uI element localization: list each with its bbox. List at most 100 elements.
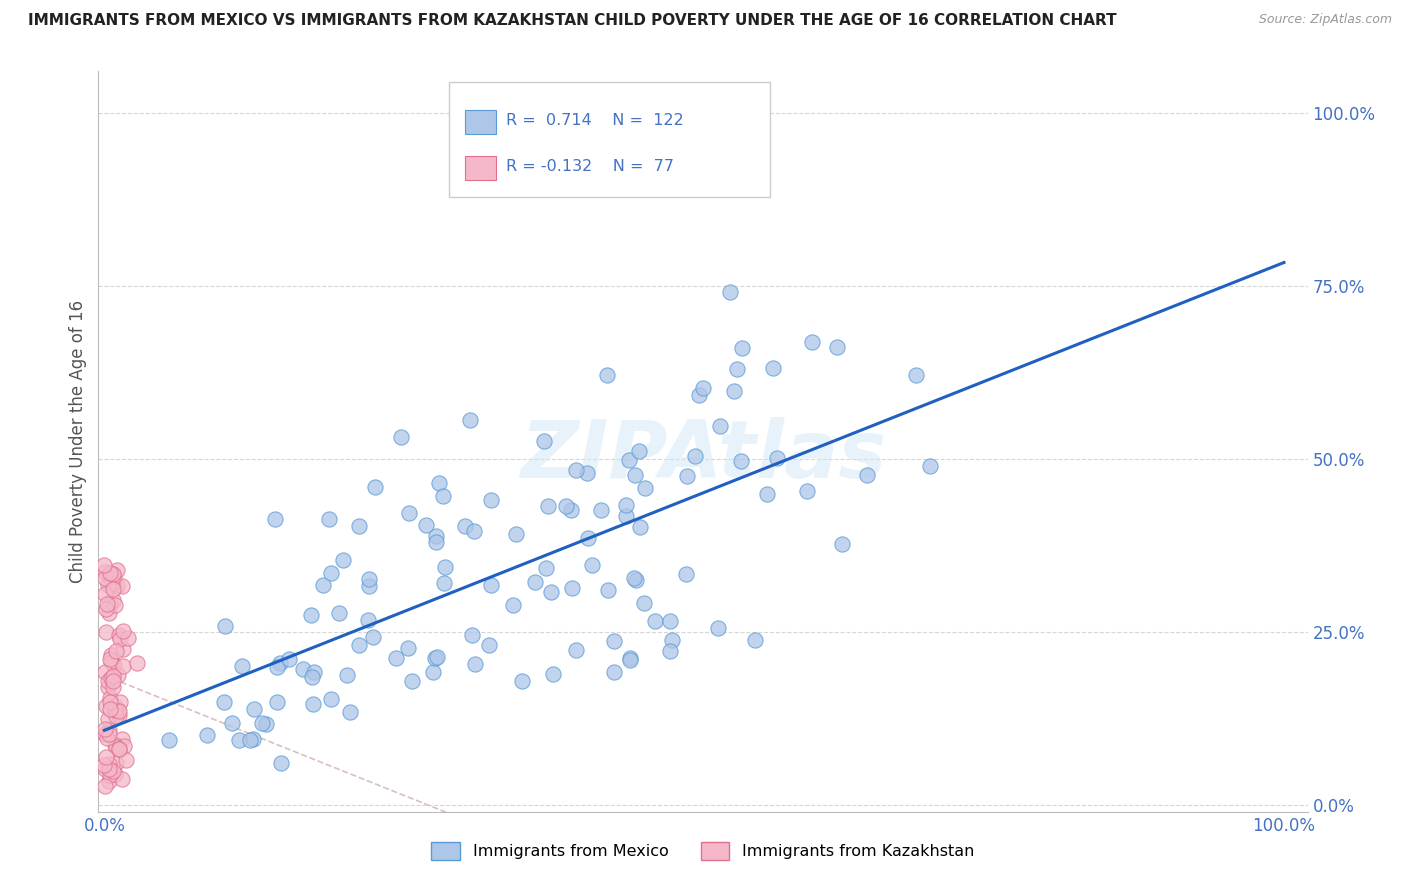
Point <box>264 512 287 526</box>
Point <box>101 680 124 694</box>
Point <box>105 643 128 657</box>
Point <box>744 632 766 647</box>
Point <box>107 704 129 718</box>
Point <box>94 750 117 764</box>
Point <box>98 652 121 666</box>
Point <box>242 731 264 746</box>
Point <box>389 430 412 444</box>
Point <box>98 566 121 580</box>
Point <box>731 341 754 355</box>
Point <box>357 579 380 593</box>
Point <box>543 666 565 681</box>
Point <box>97 578 120 592</box>
Point <box>675 567 697 582</box>
Point <box>96 625 118 640</box>
Text: R =  0.714    N =  122: R = 0.714 N = 122 <box>506 113 683 128</box>
Point <box>676 468 699 483</box>
Point <box>596 368 619 382</box>
Point <box>540 585 562 599</box>
Point <box>312 578 335 592</box>
Point <box>115 753 138 767</box>
Point <box>364 480 387 494</box>
Point <box>101 582 124 597</box>
Point <box>97 712 120 726</box>
Point <box>619 653 641 667</box>
Point <box>101 673 124 688</box>
Point <box>157 732 180 747</box>
Point <box>614 498 637 512</box>
Point <box>756 487 779 501</box>
Point <box>537 500 560 514</box>
Point <box>347 518 370 533</box>
Text: Source: ZipAtlas.com: Source: ZipAtlas.com <box>1258 13 1392 27</box>
Point <box>97 756 120 771</box>
Point <box>101 669 124 683</box>
Point <box>105 563 128 577</box>
Point <box>432 489 454 503</box>
Point <box>107 668 129 682</box>
Y-axis label: Child Poverty Under the Age of 16: Child Poverty Under the Age of 16 <box>69 300 87 583</box>
Point <box>707 621 730 635</box>
Point <box>505 527 527 541</box>
Point <box>291 662 314 676</box>
Point <box>108 741 131 756</box>
Point <box>93 665 115 680</box>
Point <box>318 512 340 526</box>
Point <box>683 450 706 464</box>
Point <box>433 560 456 574</box>
Point <box>266 695 288 709</box>
Point <box>339 705 361 719</box>
Point <box>415 518 437 533</box>
Point <box>576 532 599 546</box>
Point <box>427 475 450 490</box>
Point <box>425 535 447 549</box>
Text: IMMIGRANTS FROM MEXICO VS IMMIGRANTS FROM KAZAKHSTAN CHILD POVERTY UNDER THE AGE: IMMIGRANTS FROM MEXICO VS IMMIGRANTS FRO… <box>28 13 1116 29</box>
Point <box>104 598 127 612</box>
Point <box>101 592 124 607</box>
Point <box>277 652 299 666</box>
Point <box>454 518 477 533</box>
Point <box>623 570 645 584</box>
Point <box>98 607 121 621</box>
Point <box>105 579 128 593</box>
Point <box>328 606 350 620</box>
Point <box>97 673 120 688</box>
Point <box>100 648 122 662</box>
Point <box>94 587 117 601</box>
FancyBboxPatch shape <box>449 82 769 197</box>
Point <box>479 493 502 508</box>
Point <box>254 717 277 731</box>
Point <box>619 650 641 665</box>
Point <box>463 524 485 538</box>
Point <box>270 756 292 770</box>
Point <box>107 703 129 717</box>
Point <box>512 673 534 688</box>
Point <box>94 570 117 584</box>
Point <box>127 656 149 670</box>
Point <box>688 388 710 402</box>
Point <box>97 727 120 741</box>
Point <box>425 529 447 543</box>
Point <box>464 657 486 672</box>
Point <box>332 552 354 566</box>
Point <box>93 558 115 572</box>
Point <box>628 443 651 458</box>
Point <box>603 665 626 679</box>
Point <box>533 434 555 448</box>
Point <box>100 671 122 685</box>
Text: R = -0.132    N =  77: R = -0.132 N = 77 <box>506 160 673 174</box>
Point <box>423 650 446 665</box>
Point <box>107 628 129 642</box>
Point <box>103 568 125 582</box>
Point <box>231 658 253 673</box>
Point <box>112 739 135 753</box>
Point <box>634 481 657 495</box>
Point <box>112 659 135 673</box>
Point <box>103 567 125 582</box>
Point <box>904 368 927 383</box>
Point <box>104 708 127 723</box>
Point <box>250 716 273 731</box>
Point <box>589 502 612 516</box>
Point <box>766 451 789 466</box>
Point <box>554 499 576 513</box>
